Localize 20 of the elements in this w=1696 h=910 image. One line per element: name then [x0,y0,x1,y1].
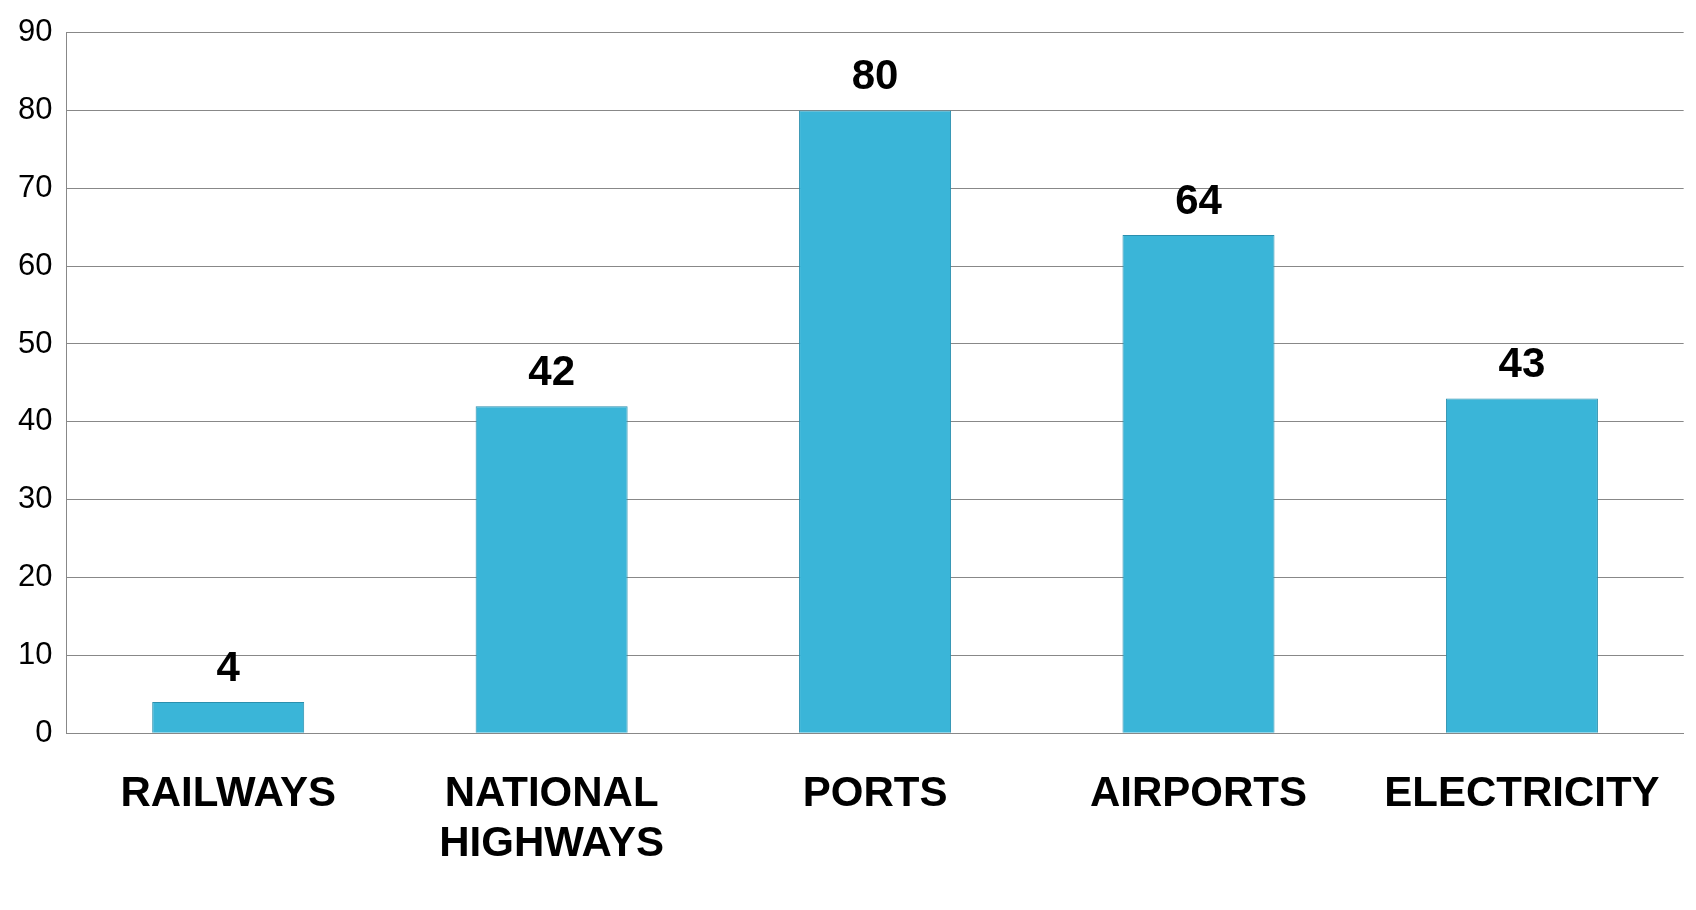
y-tick-label: 20 [18,558,53,594]
x-tick-label: RAILWAYS [120,767,336,815]
y-tick-label: 60 [18,246,53,282]
data-label: 42 [528,346,575,394]
x-tick-label: AIRPORTS [1089,767,1308,815]
data-label: 64 [1175,175,1223,223]
y-tick-label: 40 [18,402,53,438]
data-label: 4 [216,642,241,690]
x-tick-label: PORTS [802,767,948,815]
y-tick-label: 50 [18,324,53,360]
x-tick-label: ELECTRICITY [1384,767,1660,815]
y-tick-label: 0 [35,713,53,749]
y-tick-label: 10 [18,635,53,671]
data-label: 80 [851,51,899,99]
y-tick-label: 80 [18,90,53,126]
y-tick-label: 90 [18,13,53,49]
y-tick-label: 70 [18,168,53,204]
data-label: 43 [1498,339,1546,387]
x-tick-label: NATIONAL HIGHWAYS [439,767,665,866]
y-tick-label: 30 [18,480,53,516]
